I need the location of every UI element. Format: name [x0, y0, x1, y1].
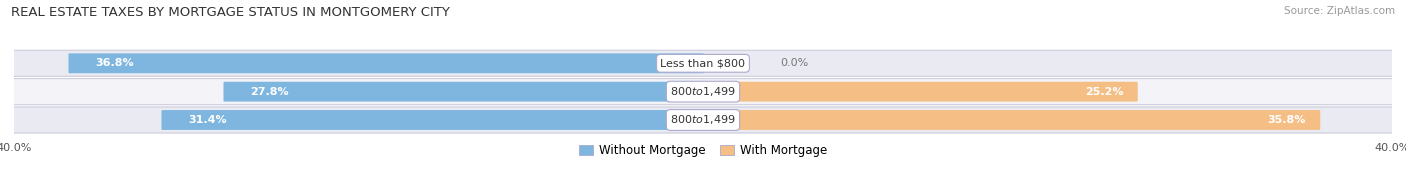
FancyBboxPatch shape	[6, 79, 1400, 105]
Text: $800 to $1,499: $800 to $1,499	[671, 85, 735, 98]
FancyBboxPatch shape	[224, 82, 703, 102]
FancyBboxPatch shape	[162, 110, 703, 130]
FancyBboxPatch shape	[703, 110, 1320, 130]
FancyBboxPatch shape	[703, 82, 1137, 102]
Text: Less than $800: Less than $800	[661, 58, 745, 68]
FancyBboxPatch shape	[6, 107, 1400, 133]
Text: 27.8%: 27.8%	[250, 87, 288, 97]
Legend: Without Mortgage, With Mortgage: Without Mortgage, With Mortgage	[574, 139, 832, 162]
Text: 31.4%: 31.4%	[188, 115, 226, 125]
FancyBboxPatch shape	[69, 53, 703, 73]
Text: 35.8%: 35.8%	[1267, 115, 1306, 125]
Text: 0.0%: 0.0%	[780, 58, 808, 68]
Text: REAL ESTATE TAXES BY MORTGAGE STATUS IN MONTGOMERY CITY: REAL ESTATE TAXES BY MORTGAGE STATUS IN …	[11, 6, 450, 19]
Text: $800 to $1,499: $800 to $1,499	[671, 113, 735, 127]
Text: 36.8%: 36.8%	[96, 58, 134, 68]
Text: Source: ZipAtlas.com: Source: ZipAtlas.com	[1284, 6, 1395, 16]
FancyBboxPatch shape	[6, 50, 1400, 76]
Text: 25.2%: 25.2%	[1085, 87, 1123, 97]
